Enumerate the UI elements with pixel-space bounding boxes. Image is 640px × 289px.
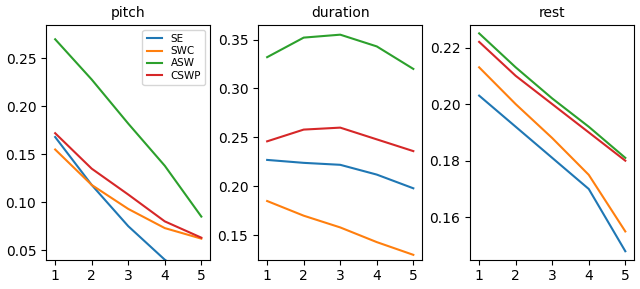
CSWP <box>585 131 593 134</box>
ASW <box>373 45 381 48</box>
CSWP <box>512 74 520 77</box>
CSWP <box>337 126 344 129</box>
SE <box>161 258 168 262</box>
Line: CSWP: CSWP <box>479 42 625 161</box>
Line: SWC: SWC <box>267 201 413 255</box>
SE <box>410 187 417 190</box>
Title: rest: rest <box>539 5 566 20</box>
Legend: SE, SWC, ASW, CSWP: SE, SWC, ASW, CSWP <box>143 30 205 85</box>
SE <box>373 173 381 176</box>
ASW <box>300 36 308 39</box>
SWC <box>263 199 271 203</box>
CSWP <box>548 102 556 106</box>
CSWP <box>621 159 629 162</box>
ASW <box>161 164 168 168</box>
Line: CSWP: CSWP <box>55 133 202 238</box>
Title: pitch: pitch <box>111 5 145 20</box>
SWC <box>161 226 168 230</box>
SE <box>585 187 593 191</box>
Line: SE: SE <box>267 160 413 188</box>
Line: CSWP: CSWP <box>267 128 413 151</box>
SWC <box>410 253 417 257</box>
CSWP <box>51 131 59 135</box>
ASW <box>410 67 417 71</box>
CSWP <box>88 167 95 171</box>
Line: ASW: ASW <box>267 35 413 69</box>
ASW <box>621 156 629 160</box>
SE <box>124 225 132 228</box>
CSWP <box>263 140 271 143</box>
SE <box>198 282 205 286</box>
SE <box>512 125 520 129</box>
SWC <box>476 66 483 69</box>
SE <box>621 249 629 253</box>
ASW <box>548 97 556 100</box>
SWC <box>88 183 95 187</box>
ASW <box>585 125 593 129</box>
SE <box>548 156 556 160</box>
ASW <box>263 55 271 59</box>
ASW <box>337 33 344 36</box>
Title: duration: duration <box>311 5 369 20</box>
SWC <box>51 148 59 151</box>
ASW <box>88 78 95 81</box>
CSWP <box>198 236 205 239</box>
Line: SE: SE <box>55 137 202 284</box>
CSWP <box>161 220 168 223</box>
Line: SE: SE <box>479 96 625 251</box>
Line: SWC: SWC <box>55 149 202 239</box>
SWC <box>198 237 205 240</box>
SWC <box>548 136 556 140</box>
SWC <box>512 102 520 106</box>
SWC <box>337 226 344 229</box>
SE <box>300 161 308 165</box>
SWC <box>300 214 308 217</box>
CSWP <box>373 138 381 141</box>
SWC <box>124 207 132 211</box>
ASW <box>51 38 59 41</box>
SE <box>337 163 344 166</box>
SE <box>263 158 271 162</box>
ASW <box>124 122 132 125</box>
Line: ASW: ASW <box>479 33 625 158</box>
CSWP <box>476 40 483 44</box>
SWC <box>373 240 381 244</box>
Line: SWC: SWC <box>479 67 625 231</box>
SE <box>88 183 95 187</box>
ASW <box>198 215 205 218</box>
CSWP <box>300 128 308 131</box>
SWC <box>585 173 593 177</box>
Line: ASW: ASW <box>55 39 202 216</box>
ASW <box>476 32 483 35</box>
ASW <box>512 66 520 69</box>
SE <box>51 135 59 139</box>
SWC <box>621 230 629 233</box>
SE <box>476 94 483 97</box>
CSWP <box>124 193 132 196</box>
CSWP <box>410 149 417 153</box>
